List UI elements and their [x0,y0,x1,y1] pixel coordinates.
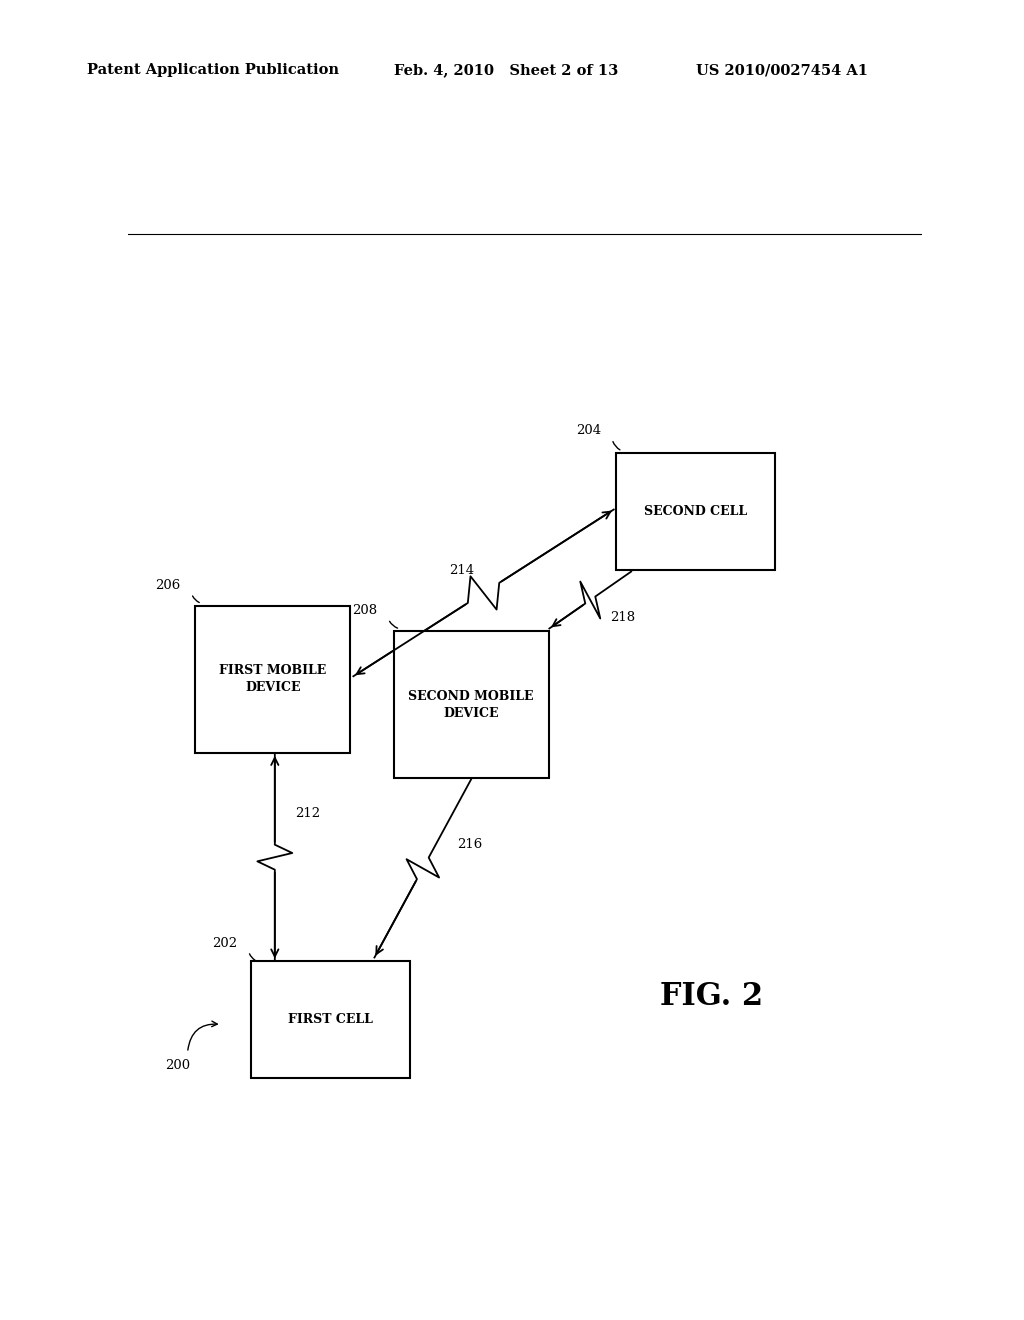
Bar [394,631,549,779]
Text: Patent Application Publication: Patent Application Publication [87,63,339,78]
Text: 218: 218 [610,611,636,624]
Text: FIRST CELL: FIRST CELL [288,1014,373,1026]
Bar [196,606,350,752]
Text: 216: 216 [458,838,482,851]
Text: 202: 202 [212,937,238,949]
Bar [251,961,410,1078]
Text: SECOND MOBILE
DEVICE: SECOND MOBILE DEVICE [409,690,534,719]
Text: US 2010/0027454 A1: US 2010/0027454 A1 [696,63,868,78]
Text: 206: 206 [155,578,180,591]
Text: FIG. 2: FIG. 2 [659,982,763,1012]
Text: 204: 204 [575,424,601,437]
Text: 200: 200 [165,1059,189,1072]
Bar [616,453,775,570]
Text: 214: 214 [450,564,474,577]
Text: 208: 208 [352,605,377,618]
Text: 212: 212 [295,808,319,821]
Text: SECOND CELL: SECOND CELL [644,506,746,517]
Text: Feb. 4, 2010   Sheet 2 of 13: Feb. 4, 2010 Sheet 2 of 13 [394,63,618,78]
Text: FIRST MOBILE
DEVICE: FIRST MOBILE DEVICE [219,664,327,694]
